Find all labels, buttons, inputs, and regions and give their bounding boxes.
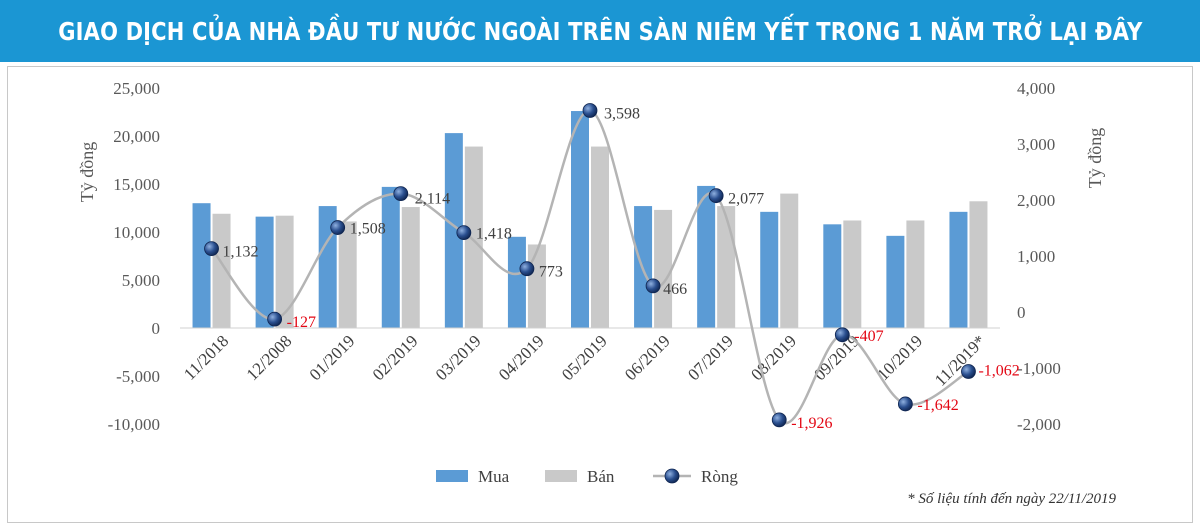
bar-ban	[906, 220, 925, 328]
bar-ban	[464, 146, 483, 328]
left-tick-label: -10,000	[108, 415, 160, 434]
legend-label-mua: Mua	[478, 467, 510, 486]
bar-ban	[338, 221, 357, 328]
marker-rong	[771, 412, 787, 428]
left-tick-label: 10,000	[113, 223, 160, 242]
bar-mua	[444, 133, 463, 328]
data-label-rong: 3,598	[604, 106, 640, 123]
marker-rong	[204, 241, 219, 257]
category-label: 01/2019	[306, 331, 359, 384]
category-label: 12/2008	[243, 331, 296, 384]
bar-mua	[697, 185, 716, 328]
category-label: 06/2019	[621, 331, 674, 384]
data-label-rong: 2,077	[728, 191, 764, 208]
right-axis-title: Tỷ đồng	[1085, 128, 1105, 189]
left-tick-label: 15,000	[113, 175, 160, 194]
marker-rong	[645, 278, 661, 294]
data-label-rong: 466	[663, 281, 687, 298]
legend-swatch-ban	[545, 470, 577, 482]
bar-mua	[760, 211, 779, 328]
data-label-rong: 1,132	[223, 244, 259, 261]
bar-ban	[212, 213, 231, 328]
marker-rong	[519, 261, 535, 277]
marker-rong	[330, 220, 346, 235]
data-label-rong: 1,508	[350, 221, 386, 238]
data-label-rong: -127	[287, 314, 316, 331]
bar-mua	[949, 211, 968, 328]
legend-marker-rong	[664, 468, 680, 484]
legend-swatch-mua	[436, 470, 468, 482]
title-banner: GIAO DỊCH CỦA NHÀ ĐẦU TƯ NƯỚC NGOÀI TRÊN…	[0, 0, 1200, 62]
right-tick-label: 0	[1017, 303, 1026, 322]
bar-ban	[843, 220, 862, 328]
right-tick-label: 4,000	[1017, 79, 1055, 98]
bar-ban	[780, 193, 799, 328]
marker-rong	[267, 311, 283, 327]
category-label: 05/2019	[558, 331, 611, 384]
bar-mua	[886, 235, 905, 328]
bar-ban	[591, 146, 609, 328]
marker-rong	[393, 186, 409, 202]
bar-mua	[571, 111, 589, 328]
left-tick-label: 0	[152, 319, 161, 338]
data-label-rong: 2,114	[415, 191, 450, 208]
data-label-rong: -407	[854, 328, 883, 345]
category-label: 11/2019*	[931, 331, 989, 389]
right-tick-label: -1,000	[1017, 359, 1061, 378]
category-label: 11/2018	[180, 331, 232, 383]
data-label-rong: -1,642	[917, 397, 958, 414]
marker-rong	[834, 327, 850, 343]
bar-mua	[823, 224, 842, 328]
marker-rong	[456, 225, 472, 240]
bar-ban	[275, 215, 294, 328]
footnote: * Số liệu tính đến ngày 22/11/2019	[907, 491, 1116, 507]
right-tick-label: 2,000	[1017, 191, 1055, 210]
category-label: 04/2019	[495, 331, 548, 384]
marker-rong	[708, 188, 724, 204]
data-label-rong: 773	[539, 264, 563, 281]
category-label: 02/2019	[369, 331, 422, 384]
right-tick-label: -2,000	[1017, 415, 1061, 434]
right-tick-label: 1,000	[1017, 247, 1055, 266]
left-tick-label: 25,000	[113, 79, 160, 98]
bar-ban	[401, 207, 420, 328]
chart-frame	[7, 66, 1193, 523]
bar-mua	[318, 206, 337, 328]
category-label: 07/2019	[684, 331, 737, 384]
bar-ban	[969, 201, 988, 328]
left-tick-label: -5,000	[116, 367, 160, 386]
data-label-rong: -1,062	[978, 362, 1019, 379]
left-axis-title: Tỷ đồng	[77, 142, 97, 203]
bar-mua	[507, 236, 526, 328]
bar-mua	[192, 203, 211, 328]
bar-ban	[654, 209, 673, 328]
bar-mua	[381, 186, 400, 328]
left-tick-label: 5,000	[122, 271, 160, 290]
data-label-rong: 1,418	[476, 226, 512, 243]
left-tick-label: 20,000	[113, 127, 160, 146]
legend-label-rong: Ròng	[701, 467, 738, 486]
bar-ban	[527, 244, 546, 328]
right-tick-label: 3,000	[1017, 135, 1055, 154]
marker-rong	[582, 103, 598, 118]
bar-mua	[255, 216, 274, 328]
chart-title: GIAO DỊCH CỦA NHÀ ĐẦU TƯ NƯỚC NGOÀI TRÊN…	[57, 16, 1143, 46]
category-label: 03/2019	[432, 331, 485, 384]
bar-ban	[717, 206, 736, 328]
marker-rong	[897, 396, 913, 412]
legend-label-ban: Bán	[587, 467, 615, 486]
data-label-rong: -1,926	[791, 415, 832, 432]
marker-rong	[961, 364, 976, 379]
